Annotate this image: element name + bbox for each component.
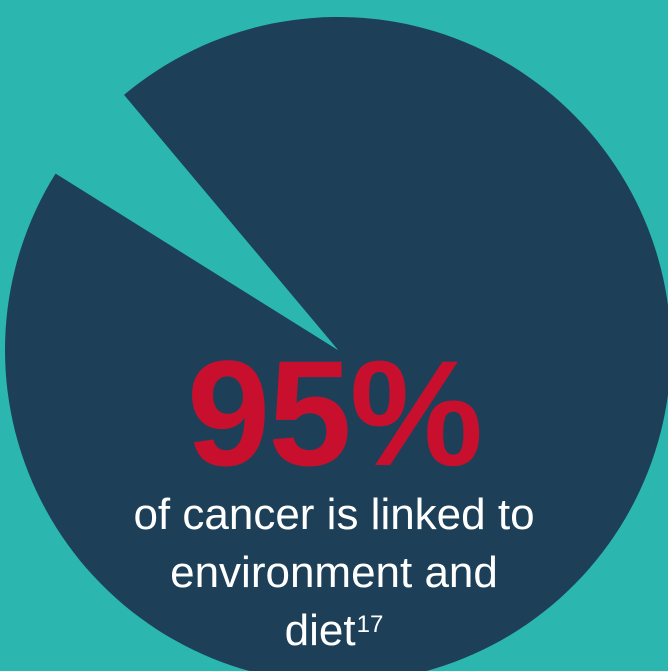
caption-line-2: environment and <box>170 548 498 597</box>
caption-line-1: of cancer is linked to <box>133 490 535 539</box>
pie-slice-minor <box>55 94 338 350</box>
footnote-marker: 17 <box>356 611 384 638</box>
caption-line-3: diet17 <box>0 602 668 660</box>
pie-slice-main <box>5 17 668 671</box>
caption: of cancer is linked to environment and d… <box>0 486 668 660</box>
caption-line-3-text: diet <box>284 606 356 655</box>
percent-value-label: 95% <box>186 329 483 497</box>
